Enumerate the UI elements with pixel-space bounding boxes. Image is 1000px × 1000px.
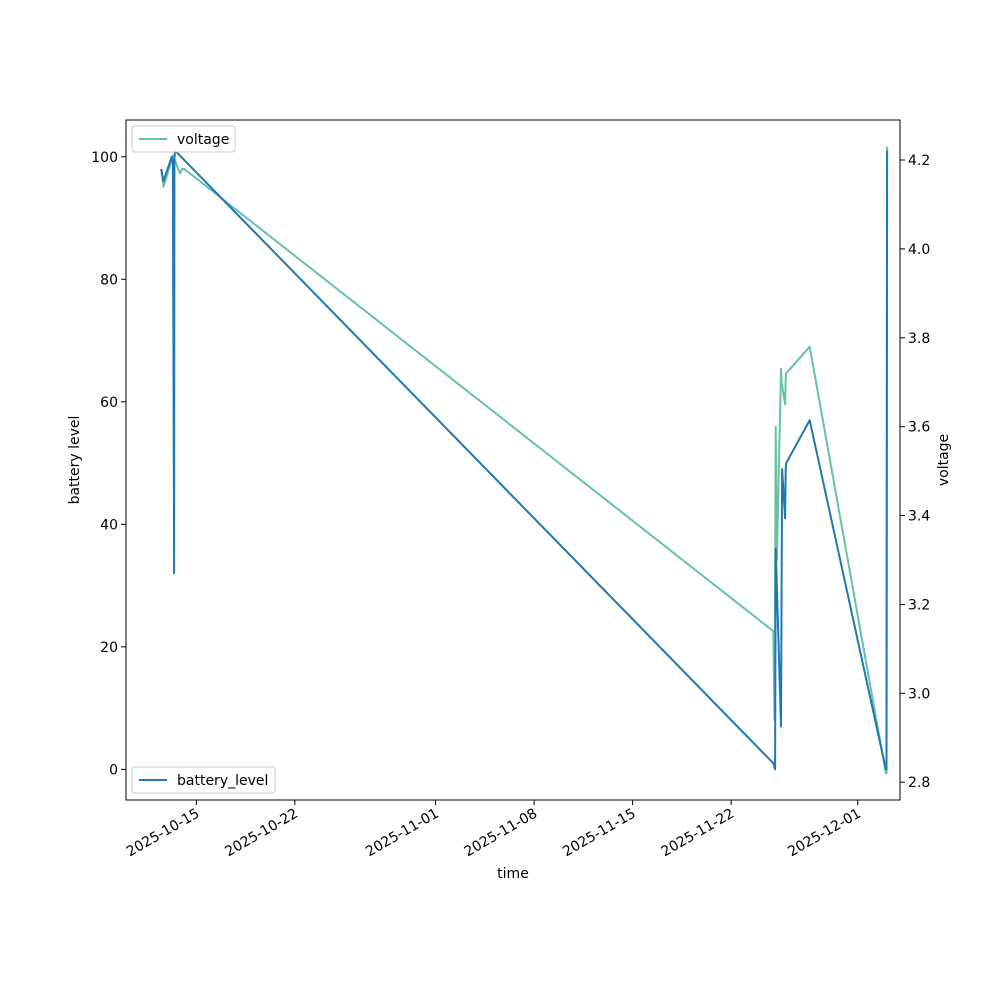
legend-voltage: voltage xyxy=(131,125,236,153)
y2-tick-label: 3.4 xyxy=(908,509,930,525)
series-lines xyxy=(160,146,889,775)
y-axis-label: battery level xyxy=(67,416,83,505)
y2-tick-label: 2.8 xyxy=(908,775,930,791)
y-axis-ticks: 0 20 40 60 80 100 xyxy=(91,150,126,778)
y-tick-label: 40 xyxy=(100,517,118,533)
series-line-battery-level xyxy=(160,149,889,771)
legend-voltage-box xyxy=(131,125,236,153)
legend-battery-level: battery_level xyxy=(131,766,276,794)
y-tick-label: 100 xyxy=(91,150,118,166)
legend-voltage-label: voltage xyxy=(177,132,229,148)
y2-tick-label: 3.8 xyxy=(908,331,930,347)
y-tick-label: 60 xyxy=(100,395,118,411)
plot-area xyxy=(125,119,901,801)
y2-tick-label: 3.6 xyxy=(908,420,930,436)
axes-frame xyxy=(125,119,901,801)
y2-axis-label: voltage xyxy=(936,434,952,486)
y2-tick-label: 3.2 xyxy=(908,597,930,613)
y-tick-label: 0 xyxy=(109,762,118,778)
x-axis-label: time xyxy=(497,866,529,882)
y2-tick-label: 4.2 xyxy=(908,153,930,169)
legend-battery-level-label: battery_level xyxy=(177,773,268,789)
legend-battery-level-box xyxy=(131,766,276,794)
y-tick-label: 20 xyxy=(100,640,118,656)
y2-tick-label: 3.0 xyxy=(908,686,930,702)
y2-axis-ticks: 2.8 3.0 3.2 3.4 3.6 3.8 4.0 4.2 xyxy=(900,153,930,791)
y2-tick-label: 4.0 xyxy=(908,242,930,258)
y-tick-label: 80 xyxy=(100,272,118,288)
